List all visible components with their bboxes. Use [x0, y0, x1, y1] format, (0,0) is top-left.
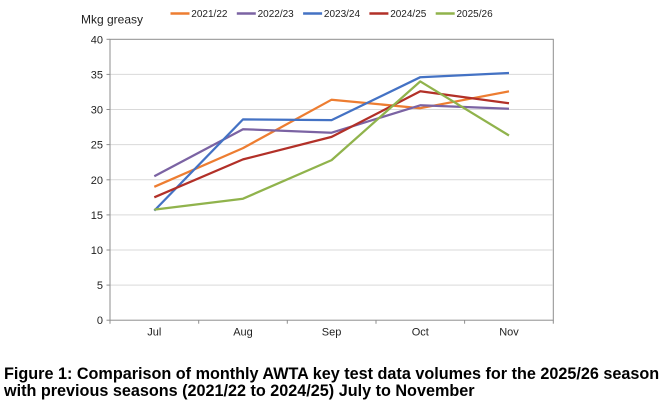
svg-text:25: 25: [91, 140, 103, 152]
svg-text:40: 40: [91, 34, 103, 46]
svg-text:10: 10: [91, 245, 103, 257]
svg-text:2021/22: 2021/22: [191, 9, 228, 20]
svg-text:Figure 1: Comparison of monthl: Figure 1: Comparison of monthly AWTA key…: [4, 365, 659, 383]
svg-text:2022/23: 2022/23: [258, 9, 295, 20]
svg-text:2024/25: 2024/25: [390, 9, 427, 20]
svg-text:Aug: Aug: [233, 326, 253, 338]
svg-text:Oct: Oct: [412, 326, 429, 338]
svg-text:Nov: Nov: [499, 326, 519, 338]
svg-text:15: 15: [91, 210, 103, 222]
svg-text:2025/26: 2025/26: [457, 9, 494, 20]
svg-text:Sep: Sep: [322, 326, 342, 338]
svg-text:0: 0: [97, 315, 103, 327]
svg-text:with previous seasons (2021/22: with previous seasons (2021/22 to 2024/2…: [3, 382, 475, 400]
svg-text:Mkg greasy: Mkg greasy: [81, 13, 143, 27]
svg-text:Jul: Jul: [147, 326, 161, 338]
svg-text:2023/24: 2023/24: [324, 9, 361, 20]
svg-text:5: 5: [97, 280, 103, 292]
svg-text:20: 20: [91, 175, 103, 187]
svg-text:35: 35: [91, 69, 103, 81]
svg-text:30: 30: [91, 105, 103, 117]
